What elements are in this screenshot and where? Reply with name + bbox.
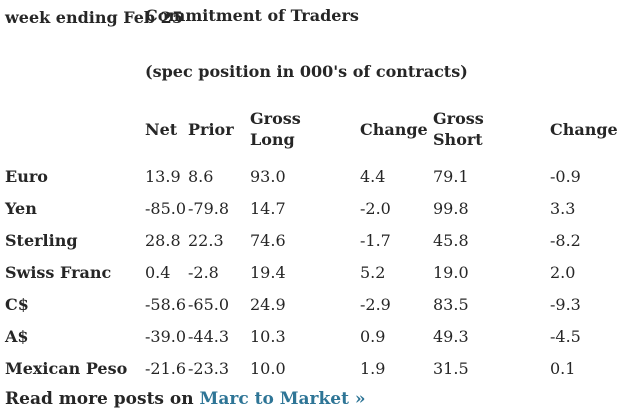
cell-value: 0.1 — [550, 358, 576, 378]
col-header-prior: Prior — [188, 100, 250, 160]
col-header-label: Prior — [188, 119, 234, 139]
col-header-label: Gross Long — [250, 109, 301, 149]
table-row: A$ -39.0 -44.3 10.3 0.9 49.3 -4.5 — [5, 320, 633, 352]
cell-value: 45.8 — [433, 230, 469, 250]
cell-value: 10.0 — [250, 358, 286, 378]
cell-value: 14.7 — [250, 198, 286, 218]
table-row: C$ -58.6 -65.0 24.9 -2.9 83.5 -9.3 — [5, 288, 633, 320]
cell-value: -2.9 — [360, 294, 391, 314]
cell-value: 83.5 — [433, 294, 469, 314]
cell-value: 8.6 — [188, 166, 214, 186]
cell-value: 79.1 — [433, 166, 469, 186]
col-header-change-short: Change — [550, 100, 633, 160]
marc-to-market-link[interactable]: Marc to Market » — [199, 389, 366, 409]
table-row: Swiss Franc 0.4 -2.8 19.4 5.2 19.0 2.0 — [5, 256, 633, 288]
cell-value: 10.3 — [250, 326, 286, 346]
week-ending-label: week ending Feb 25 — [5, 8, 183, 27]
cell-value: -23.3 — [188, 358, 230, 378]
col-header-label: Change — [550, 119, 618, 139]
cell-value: 93.0 — [250, 166, 286, 186]
cell-value: 19.4 — [250, 262, 286, 282]
spacer-cell — [5, 100, 145, 160]
cell-value: 5.2 — [360, 262, 386, 282]
cell-value: 22.3 — [188, 230, 224, 250]
row-label: A$ — [5, 326, 29, 346]
row-label: Sterling — [5, 230, 78, 250]
cell-value: -0.9 — [550, 166, 581, 186]
cell-value: -4.5 — [550, 326, 581, 346]
footer-text: Read more posts on — [5, 389, 200, 409]
col-header-label: Change — [360, 119, 428, 139]
row-label: Yen — [5, 198, 37, 218]
cell-value: -1.7 — [360, 230, 391, 250]
cell-value: -58.6 — [145, 294, 187, 314]
table-body: Euro 13.9 8.6 93.0 4.4 79.1 -0.9 Yen -85… — [5, 160, 633, 384]
col-header-net: Net — [145, 100, 188, 160]
cell-value: -21.6 — [145, 358, 187, 378]
col-header-gross-short: Gross Short — [433, 100, 550, 160]
cell-value: 99.8 — [433, 198, 469, 218]
cell-value: 13.9 — [145, 166, 181, 186]
cell-value: -65.0 — [188, 294, 230, 314]
row-label: C$ — [5, 294, 29, 314]
col-header-change-long: Change — [360, 100, 433, 160]
cell-value: 49.3 — [433, 326, 469, 346]
cell-value: 74.6 — [250, 230, 286, 250]
cell-value: -9.3 — [550, 294, 581, 314]
table-title: Commitment of Traders — [145, 6, 359, 25]
cell-value: 31.5 — [433, 358, 469, 378]
spacer-cell — [5, 62, 145, 100]
cell-value: -85.0 — [145, 198, 187, 218]
cell-value: -79.8 — [188, 198, 230, 218]
footer: Read more posts on Marc to Market » — [5, 389, 633, 409]
cell-value: 3.3 — [550, 198, 576, 218]
cell-value: -39.0 — [145, 326, 187, 346]
cell-value: 4.4 — [360, 166, 386, 186]
row-label: Euro — [5, 166, 48, 186]
cell-value: -2.0 — [360, 198, 391, 218]
cell-value: 0.9 — [360, 326, 386, 346]
table-row: Euro 13.9 8.6 93.0 4.4 79.1 -0.9 — [5, 160, 633, 192]
table-subtitle: (spec position in 000's of contracts) — [145, 62, 468, 81]
cot-table: week ending Feb 25 Commitment of Traders… — [5, 6, 633, 384]
cell-value: -44.3 — [188, 326, 230, 346]
cell-value: 24.9 — [250, 294, 286, 314]
row-label: Mexican Peso — [5, 358, 128, 378]
cell-value: 19.0 — [433, 262, 469, 282]
cell-value: 1.9 — [360, 358, 386, 378]
cell-value: -8.2 — [550, 230, 581, 250]
table-row: Sterling 28.8 22.3 74.6 -1.7 45.8 -8.2 — [5, 224, 633, 256]
cell-value: 28.8 — [145, 230, 181, 250]
row-label: Swiss Franc — [5, 262, 112, 282]
col-header-label: Gross Short — [433, 109, 484, 149]
cell-value: 0.4 — [145, 262, 171, 282]
table-row: Yen -85.0 -79.8 14.7 -2.0 99.8 3.3 — [5, 192, 633, 224]
cell-value: 2.0 — [550, 262, 576, 282]
col-header-gross-long: Gross Long — [250, 100, 360, 160]
col-header-label: Net — [145, 119, 178, 139]
table-row: Mexican Peso -21.6 -23.3 10.0 1.9 31.5 0… — [5, 352, 633, 384]
cell-value: -2.8 — [188, 262, 219, 282]
